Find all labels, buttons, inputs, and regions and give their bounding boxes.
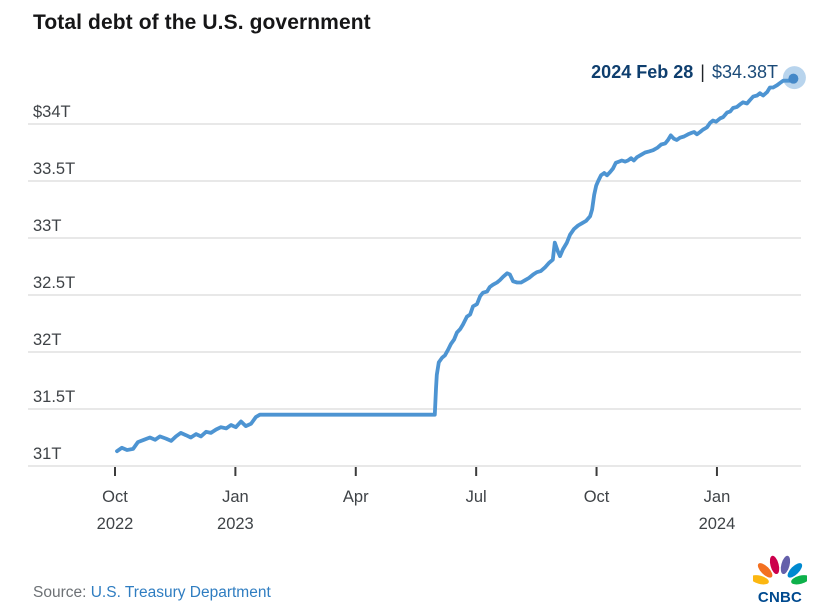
svg-text:31.5T: 31.5T — [33, 388, 75, 406]
cnbc-logo: CNBC — [750, 553, 810, 606]
svg-text:33.5T: 33.5T — [33, 160, 75, 178]
source-line: Source: U.S. Treasury Department — [33, 584, 271, 602]
annotation-value: $34.38T — [711, 62, 778, 82]
svg-text:33T: 33T — [33, 217, 61, 235]
svg-text:$34T: $34T — [33, 103, 71, 121]
annotation-separator: | — [700, 62, 705, 82]
svg-text:Jan: Jan — [222, 488, 249, 506]
source-label: Source: — [33, 584, 87, 601]
page-title: Total debt of the U.S. government — [33, 11, 371, 34]
peacock-icon — [750, 555, 810, 585]
svg-text:2024: 2024 — [699, 515, 736, 533]
svg-text:Oct: Oct — [102, 488, 128, 506]
annotation-date: 2024 Feb 28 — [591, 62, 694, 82]
svg-text:Jul: Jul — [466, 488, 487, 506]
svg-text:31T: 31T — [33, 445, 61, 463]
svg-text:Jan: Jan — [704, 488, 731, 506]
svg-text:2022: 2022 — [97, 515, 134, 533]
svg-text:2023: 2023 — [217, 515, 254, 533]
svg-text:Oct: Oct — [584, 488, 610, 506]
endpoint-annotation: 2024 Feb 28 | $34.38T — [591, 62, 778, 83]
cnbc-wordmark: CNBC — [757, 589, 803, 606]
svg-text:32T: 32T — [33, 331, 61, 349]
svg-text:Apr: Apr — [343, 488, 369, 506]
source-link[interactable]: U.S. Treasury Department — [90, 584, 271, 601]
svg-text:32.5T: 32.5T — [33, 274, 75, 292]
